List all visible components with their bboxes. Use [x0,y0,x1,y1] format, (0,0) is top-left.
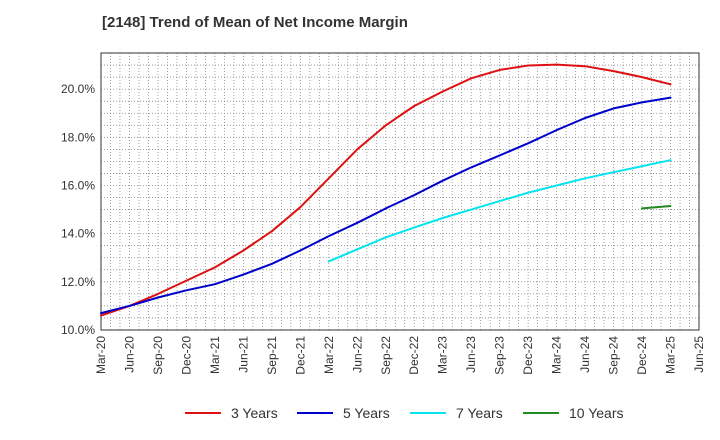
plot-frame [100,52,700,331]
x-tick-label: Mar-23 [436,336,450,374]
chart-title: [2148] Trend of Mean of Net Income Margi… [102,14,408,31]
x-tick-label: Mar-25 [664,336,678,374]
x-tick-label: Jun-25 [692,336,706,373]
legend-swatch [297,412,333,414]
x-tick-label: Dec-20 [179,336,193,375]
y-tick-label: 18.0% [61,130,95,144]
x-tick-label: Sep-22 [379,336,393,375]
x-tick-label: Dec-24 [635,336,649,375]
x-tick-label: Sep-20 [151,336,165,375]
x-tick-label: Jun-21 [236,336,250,373]
legend-label: 5 Years [343,405,390,421]
legend-swatch [185,412,221,414]
series-lines [100,63,672,317]
y-tick-label: 12.0% [61,275,95,289]
series-line-10-years [641,205,672,210]
x-tick-label: Dec-21 [293,336,307,375]
legend-item: 10 Years [523,405,624,421]
legend-label: 7 Years [456,405,503,421]
x-tick-label: Mar-24 [550,336,564,374]
x-tick-label: Mar-21 [208,336,222,374]
y-tick-label: 20.0% [61,82,95,96]
legend: 3 Years 5 Years 7 Years 10 Years [0,405,720,425]
x-tick-label: Mar-22 [322,336,336,374]
x-tick-label: Jun-24 [578,336,592,373]
x-tick-label: Sep-23 [493,336,507,375]
legend-swatch [523,412,559,414]
x-tick-label: Jun-22 [350,336,364,373]
legend-item: 3 Years [185,405,278,421]
legend-label: 10 Years [569,405,624,421]
legend-swatch [410,412,446,414]
series-line-7-years [327,159,672,263]
x-tick-label: Mar-20 [94,336,108,374]
axes: 10.0% 12.0% 14.0% 16.0% 18.0% 20.0% Mar-20 Jun-… [61,52,706,375]
y-tick-label: 10.0% [61,323,95,337]
legend-item: 5 Years [297,405,390,421]
x-tick-label: Sep-21 [265,336,279,375]
x-tick-label: Jun-23 [464,336,478,373]
series-line-5-years [100,96,672,315]
x-tick-label: Jun-20 [122,336,136,373]
legend-label: 3 Years [231,405,278,421]
x-tick-label: Sep-24 [607,336,621,375]
y-tick-label: 16.0% [61,178,95,192]
series-line-3-years [100,63,672,317]
grid [101,53,699,330]
y-tick-label: 14.0% [61,227,95,241]
x-tick-label: Dec-23 [521,336,535,375]
legend-item: 7 Years [410,405,503,421]
x-tick-label: Dec-22 [407,336,421,375]
